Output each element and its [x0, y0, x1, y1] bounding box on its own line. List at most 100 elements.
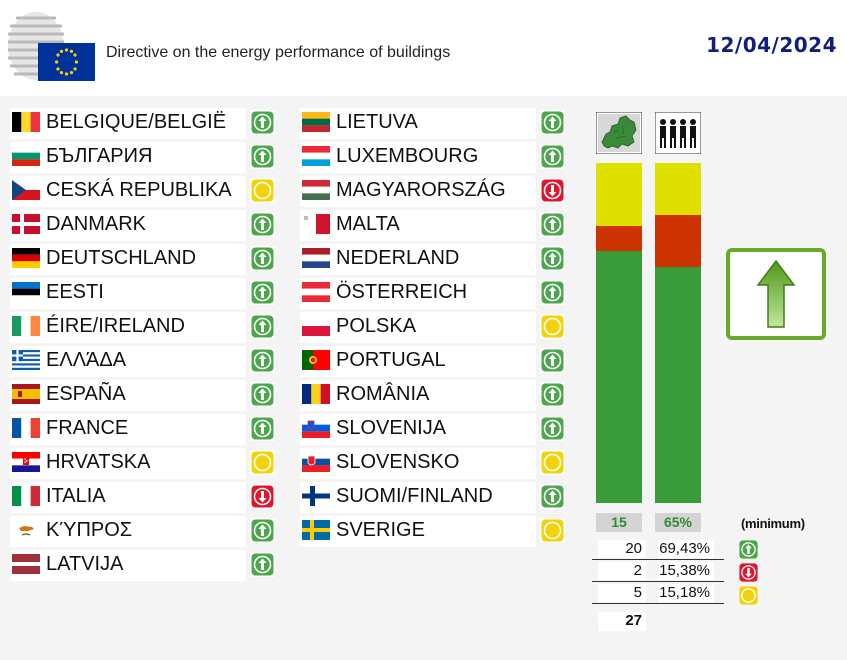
tally-vote-yes-icon — [739, 540, 758, 559]
tally-count: 20 — [598, 540, 646, 558]
country-name: CESKÁ REPUBLIKA — [46, 179, 232, 201]
country-name: LUXEMBOURG — [336, 145, 479, 167]
bar-segment-no — [655, 215, 701, 267]
country-name: ÖSTERREICH — [336, 281, 468, 303]
vote-no-icon — [540, 178, 565, 203]
vote-yes-icon — [540, 246, 565, 271]
flag-poland-icon — [302, 316, 330, 336]
tally-row: 20 69,43% — [592, 538, 724, 560]
flag-lithuania-icon — [302, 112, 330, 132]
vote-date: 12/04/2024 — [706, 33, 837, 57]
vote-yes-icon — [540, 212, 565, 237]
header: Directive on the energy performance of b… — [0, 0, 847, 96]
vote-abstain-icon — [540, 314, 565, 339]
vote-yes-icon — [540, 382, 565, 407]
flag-cyprus-icon — [12, 520, 40, 540]
vote-abstain-icon — [540, 518, 565, 543]
member-states-threshold: 15 — [596, 513, 642, 532]
population-threshold: 65% — [655, 513, 701, 532]
vote-yes-icon — [540, 110, 565, 135]
country-name: ΚΎΠΡΟΣ — [46, 519, 133, 541]
flag-france-icon — [12, 418, 40, 438]
country-cell: MALTA — [300, 210, 536, 241]
vote-yes-icon — [540, 280, 565, 305]
country-cell: FRANCE — [10, 414, 246, 445]
flag-sweden-icon — [302, 520, 330, 540]
vote-abstain-icon — [250, 450, 275, 475]
country-cell: SUOMI/FINLAND — [300, 482, 536, 513]
tally-row: 5 15,18% — [592, 582, 724, 604]
flag-malta-icon — [302, 214, 330, 234]
vote-yes-icon — [540, 416, 565, 441]
country-name: EESTI — [46, 281, 104, 303]
flag-ireland-icon — [12, 316, 40, 336]
flag-finland-icon — [302, 486, 330, 506]
country-name: SVERIGE — [336, 519, 425, 541]
country-name: HRVATSKA — [46, 451, 151, 473]
country-name: ESPAÑA — [46, 383, 126, 405]
tally-vote-no-icon — [739, 563, 758, 582]
up-arrow-icon — [756, 259, 796, 328]
result-adopted-box — [726, 248, 826, 340]
bar-segment-abstain — [596, 163, 642, 226]
tally-count: 5 — [598, 584, 646, 602]
tally-row: 2 15,38% — [592, 560, 724, 582]
tally-count: 2 — [598, 562, 646, 580]
flag-netherlands-icon — [302, 248, 330, 268]
flag-latvia-icon — [12, 554, 40, 574]
country-name: DANMARK — [46, 213, 147, 235]
country-name: SUOMI/FINLAND — [336, 485, 493, 507]
country-cell: LATVIJA — [10, 550, 246, 581]
vote-yes-icon — [250, 552, 275, 577]
country-name: ΕΛΛΆΔΑ — [46, 349, 127, 371]
country-name: ÉIRE/IRELAND — [46, 315, 185, 337]
tally-vote-abstain-icon — [739, 586, 758, 605]
flag-romania-icon — [302, 384, 330, 404]
country-name: ITALIA — [46, 485, 106, 507]
country-name: LIETUVA — [336, 111, 418, 133]
country-cell: БЪЛГАРИЯ — [10, 142, 246, 173]
vote-no-icon — [250, 484, 275, 509]
vote-yes-icon — [250, 348, 275, 373]
bar-segment-no — [596, 226, 642, 251]
country-name: LATVIJA — [46, 553, 124, 575]
country-name: MALTA — [336, 213, 400, 235]
tally-percent: 69,43% — [658, 540, 714, 558]
country-cell: SLOVENIJA — [300, 414, 536, 445]
country-cell: DANMARK — [10, 210, 246, 241]
vote-yes-icon — [250, 314, 275, 339]
flag-greece-icon — [12, 350, 40, 371]
eu-map-icon — [595, 111, 643, 155]
flag-belgium-icon — [12, 112, 40, 132]
country-cell: PORTUGAL — [300, 346, 536, 377]
vote-yes-icon — [540, 144, 565, 169]
vote-yes-icon — [250, 416, 275, 441]
flag-germany-icon — [12, 248, 40, 268]
country-cell: LIETUVA — [300, 108, 536, 139]
country-name: БЪЛГАРИЯ — [46, 145, 153, 167]
total-count: 27 — [598, 612, 646, 631]
tally-percent: 15,18% — [658, 584, 714, 602]
country-name: NEDERLAND — [336, 247, 460, 269]
country-cell: LUXEMBOURG — [300, 142, 536, 173]
country-cell: MAGYARORSZÁG — [300, 176, 536, 207]
vote-abstain-icon — [540, 450, 565, 475]
minimum-label: (minimum) — [741, 516, 805, 531]
country-cell: EESTI — [10, 278, 246, 309]
vote-abstain-icon — [250, 178, 275, 203]
population-icon — [654, 111, 702, 155]
country-cell: NEDERLAND — [300, 244, 536, 275]
vote-yes-icon — [250, 144, 275, 169]
flag-italy-icon — [12, 486, 40, 506]
country-name: ROMÂNIA — [336, 383, 430, 405]
population-bar — [655, 163, 701, 503]
country-cell: ΕΛΛΆΔΑ — [10, 346, 246, 377]
tally-percent: 15,38% — [658, 562, 714, 580]
country-cell: ÖSTERREICH — [300, 278, 536, 309]
vote-yes-icon — [250, 110, 275, 135]
bar-segment-yes — [655, 267, 701, 503]
country-name: POLSKA — [336, 315, 417, 337]
bar-segment-yes — [596, 251, 642, 503]
vote-yes-icon — [540, 484, 565, 509]
document-title: Directive on the energy performance of b… — [106, 44, 451, 61]
